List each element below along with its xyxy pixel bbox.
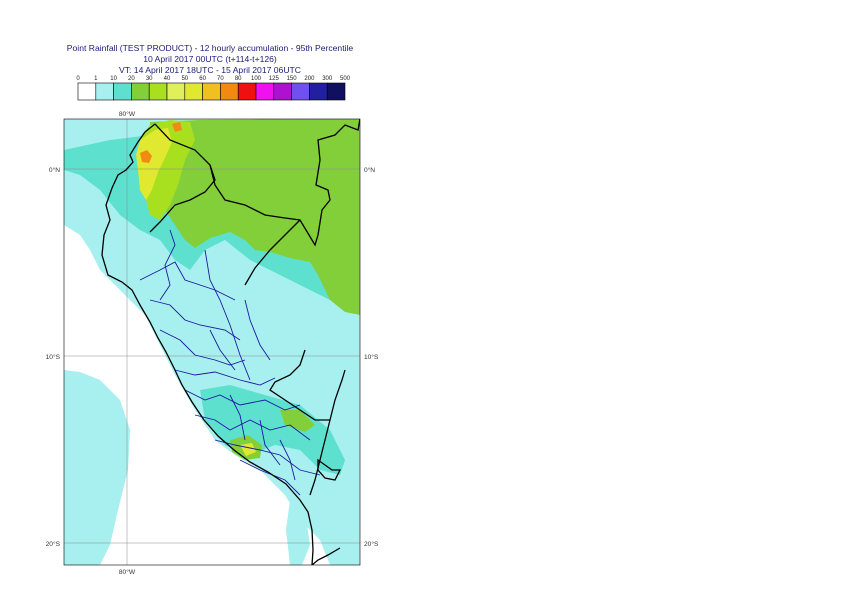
coastline: [101, 119, 360, 565]
map-title: Point Rainfall (TEST PRODUCT) - 12 hourl…: [66, 43, 354, 53]
region-borders: [139, 229, 321, 496]
legend-tick-label: 50: [181, 76, 188, 82]
legend-tick-label: 0: [76, 76, 80, 82]
rain-core-orange-2: [172, 122, 182, 132]
rain-peru-green-2: [280, 410, 315, 432]
legend-tick-label: 20: [128, 76, 135, 82]
legend-tick-label: 1: [94, 76, 98, 82]
lon-label-top: 80°W: [119, 110, 136, 118]
legend-swatch: [326, 82, 346, 101]
legend-tick-label: 60: [199, 76, 206, 82]
rain-band-green: [150, 119, 360, 315]
legend-tick-label: 200: [304, 76, 315, 82]
rain-core-yellow: [136, 128, 172, 200]
legend-tick-label: 125: [269, 76, 280, 82]
legend-tick-label: 80: [235, 76, 242, 82]
legend-tick-label: 150: [287, 76, 298, 82]
rain-band-offshore: [64, 370, 130, 565]
lat-label-left-10: 10°S: [46, 353, 61, 361]
lon-label-bottom: 80°W: [119, 568, 136, 576]
legend-tick-label: 70: [217, 76, 224, 82]
rain-patch-sw: [286, 500, 310, 565]
lat-label-left-0: 0°N: [49, 166, 60, 174]
rain-core-orange: [140, 150, 152, 163]
legend-tick-label: 40: [164, 76, 171, 82]
lat-label-right-20: 20°S: [364, 540, 379, 548]
legend-tick-label: 500: [340, 76, 351, 82]
valid-time: VT: 14 April 2017 18UTC - 15 April 2017 …: [119, 65, 301, 75]
lat-label-left-20: 20°S: [46, 540, 61, 548]
map-frame: [63, 118, 361, 566]
color-legend: 0 1 10 20 30 40 50 60 70 80 100 125 150 200 300 500: [76, 76, 351, 101]
lat-label-right-0: 0°N: [364, 166, 375, 174]
rain-core-yellow-2: [240, 443, 256, 456]
legend-tick-label: 30: [146, 76, 153, 82]
legend-tick-label: 10: [110, 76, 117, 82]
legend-tick-label: 300: [322, 76, 333, 82]
lat-label-right-10: 10°S: [364, 353, 379, 361]
legend-tick-label: 100: [251, 76, 262, 82]
run-time: 10 April 2017 00UTC (t+114-t+126): [143, 54, 277, 64]
